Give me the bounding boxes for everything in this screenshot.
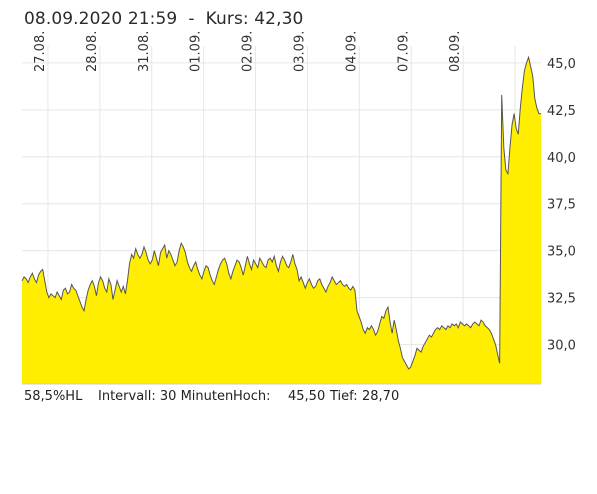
x-tick-label: 03.09. <box>292 31 307 72</box>
x-tick-label: 01.09. <box>189 31 204 72</box>
x-tick-label: 31.08. <box>137 31 152 72</box>
x-tick-label: 08.09. <box>448 31 463 72</box>
high-value: 45,50 <box>288 389 326 404</box>
y-tick-labels: 30,0 32,5 35,0 37,5 40,0 42,5 45,0 <box>547 57 576 354</box>
chart-footer: 58,5%HL Intervall: 30 Minuten Hoch: 45,5… <box>24 389 399 494</box>
price-chart: 27.08. 28.08. 31.08. 01.09. 02.09. 03.09. 04.0… <box>21 31 576 385</box>
price-line <box>21 55 541 370</box>
y-tick-label: 45,0 <box>547 57 576 72</box>
y-tick-label: 32,5 <box>547 292 576 307</box>
header-separator: - <box>188 9 195 29</box>
x-tick-label: 02.09. <box>241 31 256 72</box>
header-timestamp: 08.09.2020 21:59 <box>24 9 178 29</box>
x-tick-label: 27.08. <box>33 31 48 72</box>
low-value: 28,70 <box>362 389 400 404</box>
x-tick-label: 04.09. <box>344 31 359 72</box>
x-tick-label: 28.08. <box>85 31 100 72</box>
high-label: Hoch: <box>233 389 271 404</box>
y-tick-label: 35,0 <box>547 245 576 260</box>
y-tick-label: 30,0 <box>547 339 576 354</box>
y-tick-label: 37,5 <box>547 198 576 213</box>
x-tick-label: 07.09. <box>396 31 411 72</box>
header-price: Kurs: 42,30 <box>205 9 304 29</box>
hl-ratio: 58,5%HL <box>24 389 83 404</box>
x-tick-labels: 27.08. 28.08. 31.08. 01.09. 02.09. 03.09. 04.0… <box>33 31 463 72</box>
chart-header: 08.09.2020 21:59 - Kurs: 42,30 <box>24 9 303 29</box>
y-tick-label: 40,0 <box>547 151 576 166</box>
low-label: Tief: <box>330 389 358 404</box>
y-tick-label: 42,5 <box>547 104 576 119</box>
price-area <box>22 57 541 385</box>
interval-label: Intervall: 30 Minuten <box>98 389 234 404</box>
